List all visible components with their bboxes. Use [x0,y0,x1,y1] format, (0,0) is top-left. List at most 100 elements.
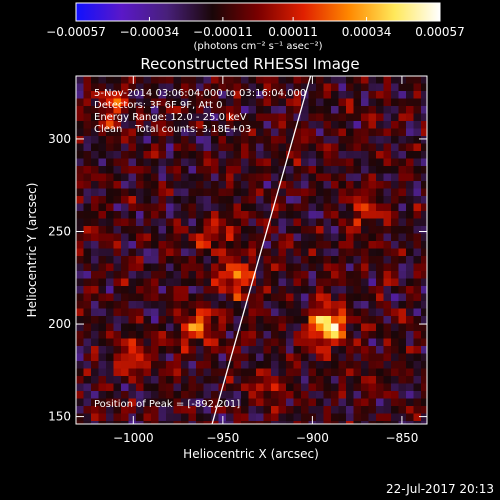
heatmap-cell [293,203,302,212]
heatmap-cell [98,218,107,227]
heatmap-cell [196,233,204,242]
heatmap-cell [316,301,324,309]
heatmap-cell [83,323,92,332]
heatmap-cell [301,233,309,242]
heatmap-cell [248,173,257,182]
heatmap-cell [331,316,339,324]
heatmap-cell [121,158,129,167]
heatmap-cell [188,128,197,137]
heatmap-cell [196,113,204,122]
heatmap-cell [76,316,84,324]
heatmap-cell [151,196,159,204]
heatmap-cell [331,256,339,264]
heatmap-cell [91,406,99,414]
heatmap-cell [256,308,264,317]
heatmap-cell [248,301,257,309]
heatmap-cell [128,83,137,92]
heatmap-cell [368,346,377,354]
heatmap-cell [76,286,84,294]
heatmap-cell [331,106,339,114]
heatmap-cell [91,263,99,272]
heatmap-cell [136,331,144,339]
heatmap-cell [143,233,152,242]
heatmap-cell [211,331,219,339]
heatmap-cell [278,248,287,257]
heatmap-cell [376,323,384,332]
heatmap-cell [256,218,264,227]
heatmap-cell [211,91,219,99]
heatmap-cell [421,121,427,129]
heatmap-cell [166,76,174,84]
heatmap-cell [286,218,294,227]
heatmap-cell [98,286,107,294]
heatmap-cell [166,323,174,332]
heatmap-cell [166,166,174,174]
heatmap-cell [181,128,189,137]
heatmap-cell [166,263,174,272]
heatmap-cell [241,338,249,347]
heatmap-cell [278,383,287,392]
heatmap-cell [128,368,137,377]
heatmap-cell [241,248,249,257]
heatmap-cell [151,158,159,167]
heatmap-cell [151,308,159,317]
heatmap-cell [421,271,427,279]
heatmap-cell [368,173,377,182]
heatmap-cell [91,158,99,167]
heatmap-cell [353,331,362,339]
heatmap-cell [151,76,159,84]
heatmap-cell [196,241,204,249]
colorbar-tick-label: −0.00057 [46,25,106,39]
heatmap-cell [353,338,362,347]
heatmap-cell [376,76,384,84]
heatmap-cell [98,106,107,114]
heatmap-cell [316,166,324,174]
heatmap-cell [256,143,264,152]
heatmap-cell [413,301,422,309]
heatmap-cell [376,136,384,144]
heatmap-cell [286,271,294,279]
heatmap-cell [383,181,392,189]
heatmap-cell [181,248,189,257]
heatmap-cell [256,421,264,424]
heatmap-cell [301,76,309,84]
heatmap-cell [256,241,264,249]
heatmap-cell [143,338,152,347]
heatmap-cell [338,226,347,234]
heatmap-cell [211,218,219,227]
heatmap-cell [346,218,354,227]
heatmap-cell [413,196,422,204]
heatmap-cell [113,353,122,362]
heatmap-cell [143,203,152,212]
heatmap-cell [421,113,427,122]
heatmap-cell [406,128,414,137]
heatmap-cell [353,413,362,422]
heatmap-cell [406,143,414,152]
heatmap-cell [391,188,399,197]
heatmap-cell [218,121,227,129]
heatmap-cell [248,188,257,197]
heatmap-cell [368,188,377,197]
heatmap-cell [331,368,339,377]
heatmap-cell [241,76,249,84]
heatmap-cell [76,188,84,197]
heatmap-cell [323,128,332,137]
heatmap-cell [383,98,392,107]
heatmap-cell [83,226,92,234]
heatmap-cell [248,338,257,347]
heatmap-cell [83,368,92,377]
heatmap-cell [278,353,287,362]
heatmap-cell [406,113,414,122]
heatmap-cell [181,173,189,182]
heatmap-cell [136,286,144,294]
heatmap-cell [143,271,152,279]
heatmap-cell [106,278,114,287]
heatmap-cell [263,188,272,197]
heatmap-cell [218,338,227,347]
heatmap-cell [136,151,144,159]
heatmap-cell [383,406,392,414]
heatmap-cell [398,211,407,219]
heatmap-cell [233,211,242,219]
heatmap-cell [98,188,107,197]
heatmap-cell [376,338,384,347]
